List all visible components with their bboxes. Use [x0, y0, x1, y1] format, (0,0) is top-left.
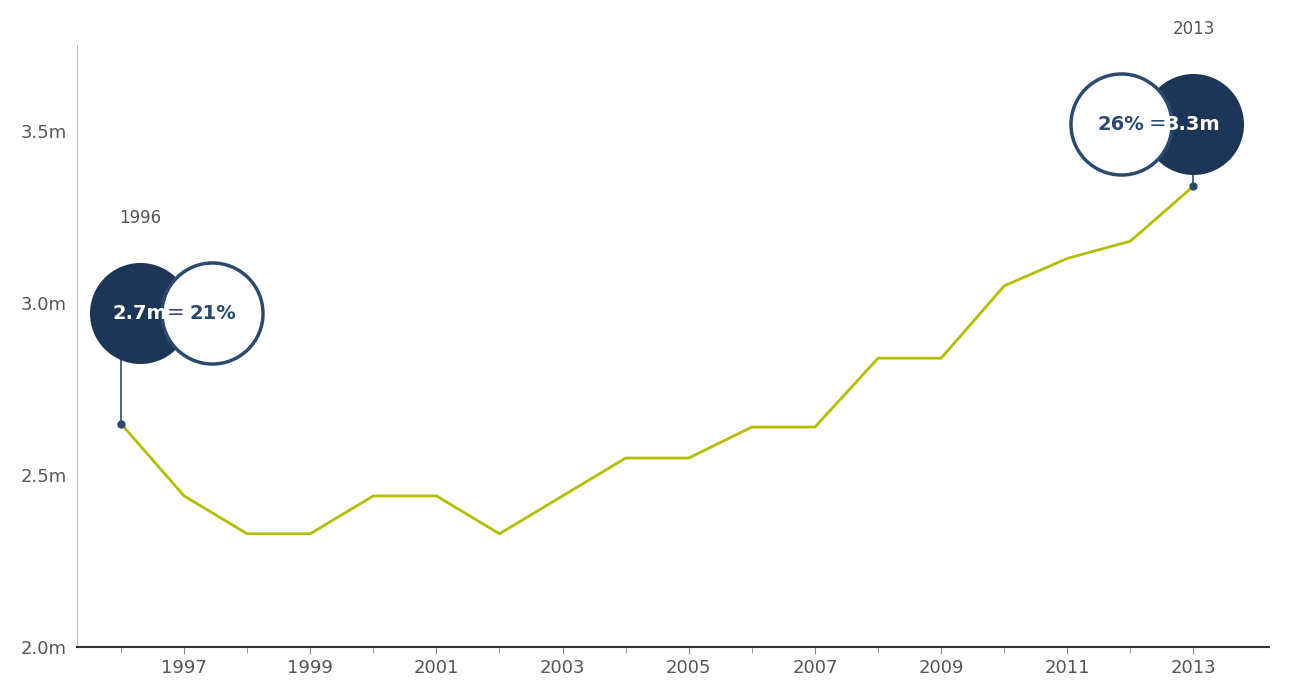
Point	[129, 308, 150, 319]
Text: =: =	[166, 304, 184, 323]
Text: 1996: 1996	[119, 209, 161, 228]
Text: =: =	[1148, 114, 1166, 134]
Point	[1183, 119, 1204, 130]
Text: 21%: 21%	[190, 304, 236, 323]
Text: 26%: 26%	[1098, 114, 1144, 133]
Text: 2.7m: 2.7m	[112, 304, 168, 323]
Point	[1111, 119, 1131, 130]
Text: 2013: 2013	[1173, 20, 1215, 38]
Point	[203, 308, 223, 319]
Text: 3.3m: 3.3m	[1166, 114, 1220, 133]
